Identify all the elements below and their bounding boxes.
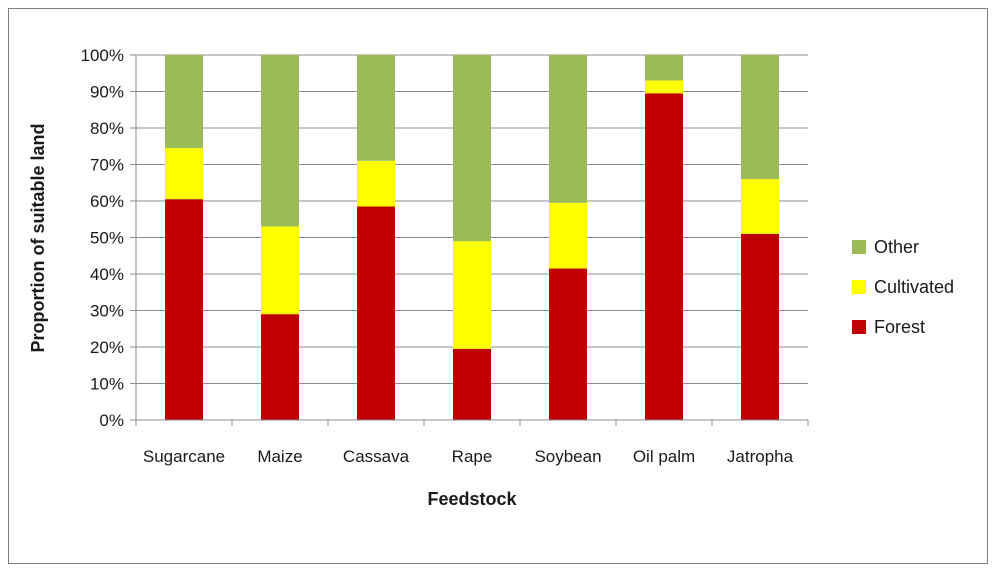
bar-other-soybean: [549, 55, 587, 203]
y-tick-label: 40%: [90, 265, 124, 284]
x-axis-title: Feedstock: [427, 489, 517, 509]
bars: [165, 55, 779, 420]
y-tick-label: 80%: [90, 119, 124, 138]
x-tick-label: Oil palm: [633, 447, 695, 466]
x-tick-labels: Sugarcane Maize Cassava Rape Soybean Oil palm…: [143, 447, 794, 466]
bar-forest-rape: [453, 348, 491, 420]
y-tick-labels: 0% 10% 20% 30% 40% 50% 60% 70% 80% 90% 100%: [81, 46, 124, 430]
x-tick-label: Jatropha: [727, 447, 794, 466]
bar-forest-sugarcane: [165, 199, 203, 420]
x-tick-label: Soybean: [534, 447, 601, 466]
legend-label-cultivated: Cultivated: [874, 277, 954, 297]
bar-forest-oil-palm: [645, 93, 683, 420]
bar-cultivated-maize: [261, 226, 299, 315]
x-tick-label: Sugarcane: [143, 447, 225, 466]
bar-forest-jatropha: [741, 233, 779, 420]
y-tick-label: 60%: [90, 192, 124, 211]
y-tick-label: 90%: [90, 83, 124, 102]
bar-forest-soybean: [549, 268, 587, 420]
y-tick-label: 0%: [99, 411, 124, 430]
y-tick-label: 30%: [90, 302, 124, 321]
bar-cultivated-soybean: [549, 202, 587, 269]
y-tick-label: 50%: [90, 229, 124, 248]
legend: Other Cultivated Forest: [852, 237, 954, 337]
axes: [130, 54, 809, 426]
y-tick-label: 10%: [90, 375, 124, 394]
y-tick-label: 20%: [90, 338, 124, 357]
legend-swatch-forest: [852, 320, 866, 334]
bar-other-sugarcane: [165, 55, 203, 149]
y-axis-title: Proportion of suitable land: [28, 124, 48, 353]
y-tick-label: 100%: [81, 46, 124, 65]
x-tick-label: Maize: [257, 447, 302, 466]
bar-cultivated-sugarcane: [165, 148, 203, 200]
bar-forest-cassava: [357, 206, 395, 420]
bar-cultivated-jatropha: [741, 179, 779, 234]
legend-label-forest: Forest: [874, 317, 925, 337]
bar-other-rape: [453, 55, 491, 242]
x-tick-label: Cassava: [343, 447, 410, 466]
bar-cultivated-rape: [453, 241, 491, 349]
bar-other-maize: [261, 55, 299, 227]
legend-label-other: Other: [874, 237, 919, 257]
x-tick-label: Rape: [452, 447, 493, 466]
bar-cultivated-cassava: [357, 160, 395, 207]
legend-swatch-cultivated: [852, 280, 866, 294]
bar-other-jatropha: [741, 55, 779, 180]
bar-cultivated-oil-palm: [645, 80, 683, 94]
bar-other-oil-palm: [645, 55, 683, 81]
y-tick-label: 70%: [90, 156, 124, 175]
bar-other-cassava: [357, 55, 395, 161]
bar-forest-maize: [261, 314, 299, 420]
legend-swatch-other: [852, 240, 866, 254]
